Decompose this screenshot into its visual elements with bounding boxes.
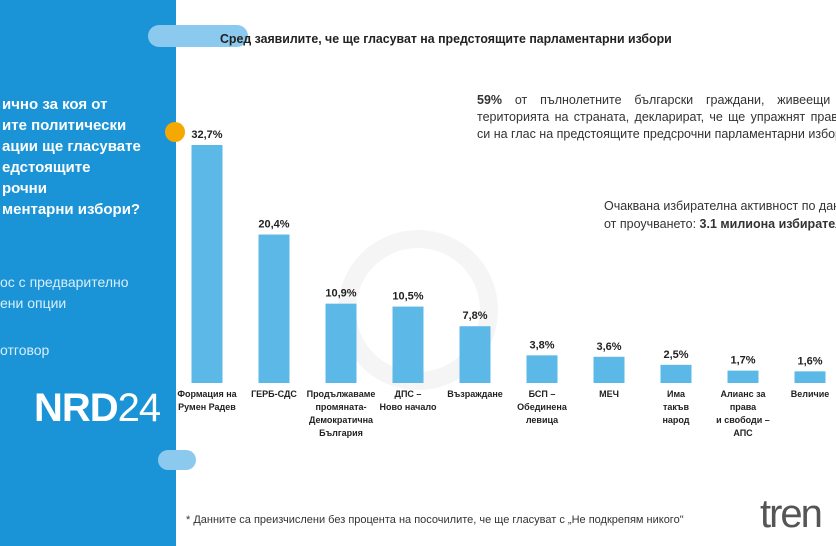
turnout-note: 59% от пълнолетните български граждани, … (477, 93, 836, 141)
data-label: 1,7% (730, 355, 755, 367)
left-panel: ично за коя от ите политически ации ще г… (0, 0, 248, 546)
category-label: Има такъв народ (662, 389, 689, 425)
bar (258, 234, 290, 383)
bar (392, 306, 424, 383)
category-label: ГЕРБ-СДС (251, 389, 297, 399)
footnote: * Данните са преизчислени без процента н… (186, 514, 684, 526)
brand-logo: tren (760, 492, 823, 536)
category-label: БСП – Обединена левица (517, 389, 568, 425)
data-label: 10,5% (392, 291, 423, 303)
category-label: Формация на Румен Радев (177, 389, 237, 412)
category-label: ДПС – Ново начало (380, 389, 437, 412)
category-label: Алианс за права и свободи – АПС (716, 389, 770, 438)
category-label: Възраждане (447, 389, 503, 399)
category-label: Продължаваме промяната-Демократична Българ… (307, 389, 376, 438)
data-label: 3,8% (529, 339, 554, 351)
bar (794, 371, 826, 383)
data-label: 2,5% (663, 349, 688, 361)
chart-title: Сред заявилите, че ще гласуват на предст… (220, 31, 672, 46)
answer-single-text: отговор (0, 342, 50, 358)
bar (526, 355, 558, 383)
data-label: 10,9% (325, 288, 356, 300)
decor-pill (148, 25, 248, 47)
bar (660, 364, 692, 383)
data-label: 1,6% (797, 355, 822, 367)
bar (325, 303, 357, 383)
decor-pill (158, 450, 196, 470)
bar (191, 145, 223, 383)
category-label: МЕЧ (599, 389, 619, 399)
nrd24-logo: NRD24 (34, 386, 161, 430)
bar (727, 370, 759, 383)
category-label: Величие (791, 389, 830, 399)
data-label: 7,8% (462, 310, 487, 322)
answer-type-text: ос с предварително ени опции (0, 274, 129, 311)
question-text: ично за коя от ите политически ации ще г… (2, 96, 141, 218)
data-label: 3,6% (596, 341, 621, 353)
bar (593, 356, 625, 383)
bar (459, 326, 491, 383)
data-label: 20,4% (258, 219, 289, 231)
accent-dot (165, 122, 185, 142)
data-label: 32,7% (191, 129, 222, 141)
expected-activity-note: Очаквана избирателна активност по данни о… (604, 199, 836, 231)
